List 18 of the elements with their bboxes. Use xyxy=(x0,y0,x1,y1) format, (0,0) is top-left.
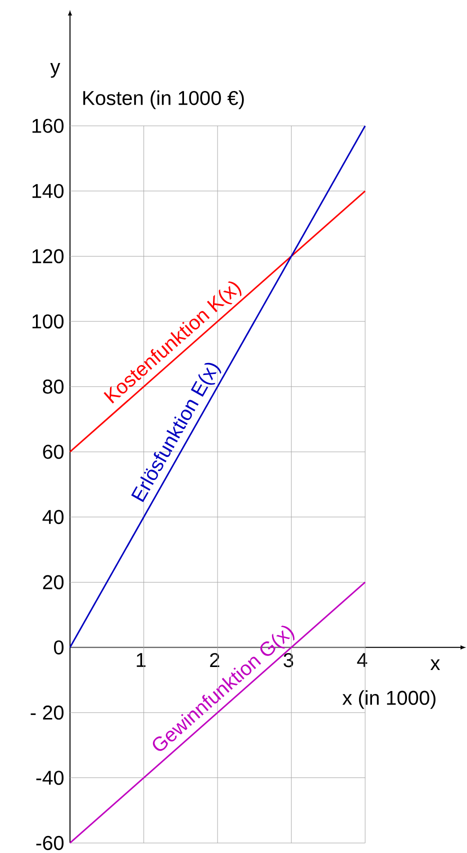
y-axis-title: y xyxy=(50,63,60,78)
y-tick-label: 160 xyxy=(32,118,64,133)
x-axis-title: x xyxy=(430,659,440,670)
y-tick-label: 0 xyxy=(54,640,64,654)
y-tick-label: 120 xyxy=(32,249,64,264)
y-tick-label: -60 xyxy=(36,836,64,850)
x-tick-label: 1 xyxy=(136,653,146,667)
x-tick-label: 4 xyxy=(357,653,368,667)
y-tick-label: 140 xyxy=(32,184,64,198)
y-tick-label: 40 xyxy=(42,510,64,524)
y-tick-label: 20 xyxy=(43,575,64,590)
annotation: x (in 1000) xyxy=(342,690,436,709)
y-tick-label: 80 xyxy=(42,380,64,394)
annotation: Kosten (in 1000 €) xyxy=(83,90,244,110)
y-tick-label: 60 xyxy=(43,444,64,459)
y-tick-label: - 20 xyxy=(30,706,64,720)
y-tick-label: -40 xyxy=(36,770,64,785)
y-tick-label: 100 xyxy=(32,314,64,328)
